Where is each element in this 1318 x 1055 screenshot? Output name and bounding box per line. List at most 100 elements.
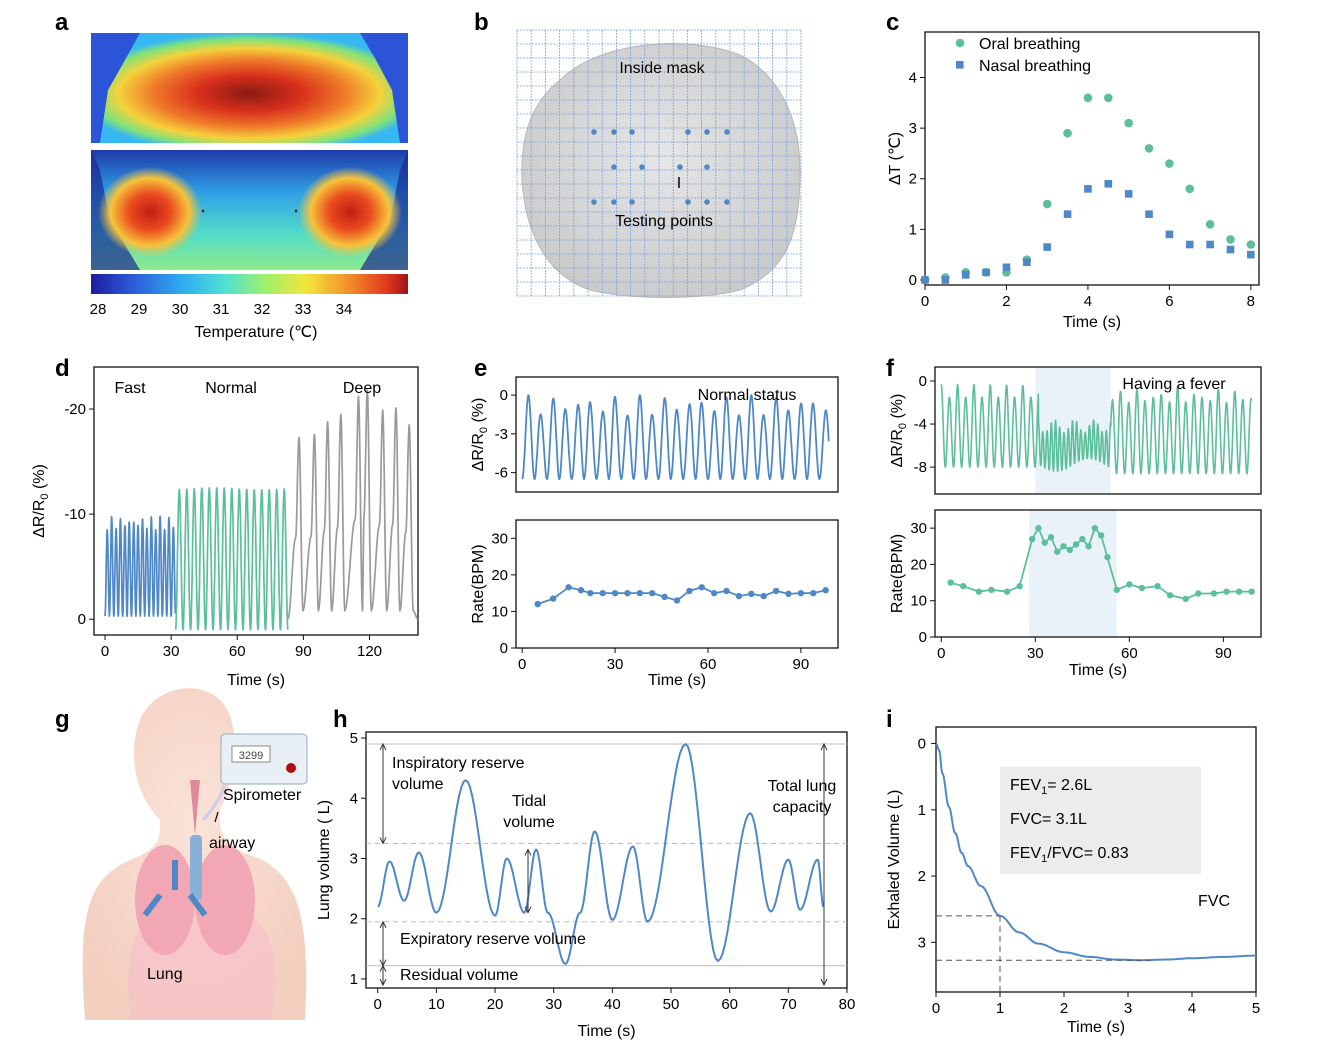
testing-point xyxy=(685,129,691,135)
fast-breathing-signal xyxy=(104,515,177,617)
plot-frame xyxy=(515,519,839,649)
rate-point xyxy=(587,589,594,597)
chart-e-normal-rate: 0 30 60 90 0 10 20 30 Time (s) Rate(BPM) xyxy=(470,519,839,689)
residual-volume-arrow-head-bottom xyxy=(379,978,387,987)
thermal-point-marker xyxy=(201,209,205,213)
nasal-breathing-point xyxy=(1002,263,1011,272)
x-tick-label: 90 xyxy=(793,656,810,673)
chart-f-fever-signal: 0 -4 -8 ΔR/R0 (%) Having a fever xyxy=(889,366,1262,495)
x-tick-label: 0 xyxy=(101,643,109,660)
x-tick-label: 0 xyxy=(921,293,929,310)
plot-frame xyxy=(935,726,1257,993)
trachea xyxy=(190,835,202,900)
x-tick-label: 30 xyxy=(1027,645,1044,662)
nasal-breathing-point xyxy=(1104,180,1113,188)
thermal-hotspot-right xyxy=(298,167,402,257)
rate-point xyxy=(599,589,606,597)
tidal-volume-label: Tidal xyxy=(512,793,546,810)
x-axis-label: Time (s) xyxy=(1069,662,1127,679)
fever-rate-point xyxy=(988,586,995,594)
nasal-breathing-point xyxy=(1063,210,1072,218)
y-tick-label: 1 xyxy=(350,971,358,988)
airflow-arrow-left xyxy=(142,893,163,917)
x-tick-label: 30 xyxy=(607,656,624,673)
nasal-breathing-point xyxy=(1206,240,1214,249)
fever-rate-point xyxy=(1097,532,1105,539)
y-tick-label: 5 xyxy=(350,730,358,747)
fever-rate-point xyxy=(1166,592,1174,599)
breathing-mode-label: Fast xyxy=(114,380,146,397)
panel-letter-i: i xyxy=(886,706,893,733)
testing-point xyxy=(704,199,710,205)
total-lung-capacity-arrow-head-top xyxy=(820,742,828,751)
fever-rate-point xyxy=(1085,543,1092,550)
colorbar-tick-label: 31 xyxy=(213,301,230,318)
nasal-breathing-point xyxy=(1043,243,1051,251)
y-tick-label: 30 xyxy=(910,520,927,537)
oral-breathing-point xyxy=(1165,159,1174,168)
y-tick-label: 20 xyxy=(491,567,508,584)
nasal-breathing-point xyxy=(1165,230,1174,239)
colorbar-tick-label: 29 xyxy=(131,301,148,318)
rate-point xyxy=(611,589,619,597)
x-tick-label: 10 xyxy=(428,996,445,1013)
y-axis-label: ΔT (℃) xyxy=(887,132,904,185)
panel-letter-f: f xyxy=(886,355,895,382)
breathing-mode-label: Deep xyxy=(343,380,381,397)
y-tick-label: -6 xyxy=(495,465,508,482)
testing-point xyxy=(611,164,617,170)
fever-rate-point xyxy=(1126,581,1133,588)
y-tick-label: -8 xyxy=(914,459,927,476)
testing-point xyxy=(629,199,635,205)
total-lung-capacity-label-line2: capacity xyxy=(773,799,832,816)
fev-legend-box xyxy=(1000,767,1201,874)
panel-a-thermal-maps: 28 29 30 31 32 33 34 Temperature (℃) xyxy=(90,33,408,341)
thermal-edge-left xyxy=(91,150,140,270)
nasal-breathing-point xyxy=(1226,245,1235,254)
plot-frame xyxy=(365,731,848,989)
oral-breathing-point xyxy=(1226,235,1235,244)
exhaled-volume-curve xyxy=(935,742,1256,962)
panel-letter-a: a xyxy=(55,9,69,36)
y-axis-label: Rate(BPM) xyxy=(470,544,487,623)
legend-marker-nasal xyxy=(956,61,964,69)
colorbar-tick-label: 30 xyxy=(172,301,189,318)
oral-breathing-point xyxy=(1042,199,1052,209)
thermal-corner-tr xyxy=(360,33,408,143)
y-tick-label: 20 xyxy=(910,556,927,573)
testing-point xyxy=(724,129,730,135)
testing-point xyxy=(685,199,691,205)
y-tick-label: 0 xyxy=(919,629,927,646)
plot-frame xyxy=(934,509,1262,638)
y-tick-label: 0 xyxy=(500,387,508,404)
rate-point xyxy=(710,589,718,597)
x-tick-label: 80 xyxy=(839,996,856,1013)
lung-label: Lung xyxy=(147,966,183,983)
x-tick-label: 6 xyxy=(1165,293,1173,310)
oral-breathing-point xyxy=(1124,118,1133,128)
thermal-edge-right xyxy=(360,150,408,270)
normal-status-label: Normal status xyxy=(698,387,797,404)
rate-point xyxy=(723,587,730,595)
y-tick-label: 3 xyxy=(918,934,926,951)
fever-rate-point xyxy=(1054,548,1061,555)
y-tick-label: 0 xyxy=(909,272,917,289)
y-tick-label: 1 xyxy=(918,802,926,819)
x-tick-label: 0 xyxy=(937,645,945,662)
y-tick-label: 10 xyxy=(910,593,927,610)
legend-label: Nasal breathing xyxy=(979,58,1091,75)
oral-breathing-point xyxy=(1103,93,1113,103)
deep-breathing-signal xyxy=(287,389,419,620)
fever-rate-point xyxy=(1235,588,1243,595)
fev1-value-label: FEV1= 2.6L xyxy=(1010,777,1092,797)
testing-point xyxy=(677,164,683,170)
y-axis-label: Lung volume ( L) xyxy=(316,800,333,920)
fever-rate-point xyxy=(1066,546,1073,554)
oral-breathing-point xyxy=(1185,184,1195,194)
testing-point xyxy=(591,129,597,135)
panel-letter-c: c xyxy=(886,9,899,36)
panel-letter-g: g xyxy=(55,706,70,733)
legend-marker-oral xyxy=(955,38,965,48)
nasal-breathing-point xyxy=(1185,240,1194,249)
residual-volume-arrow-head-top xyxy=(379,964,387,972)
